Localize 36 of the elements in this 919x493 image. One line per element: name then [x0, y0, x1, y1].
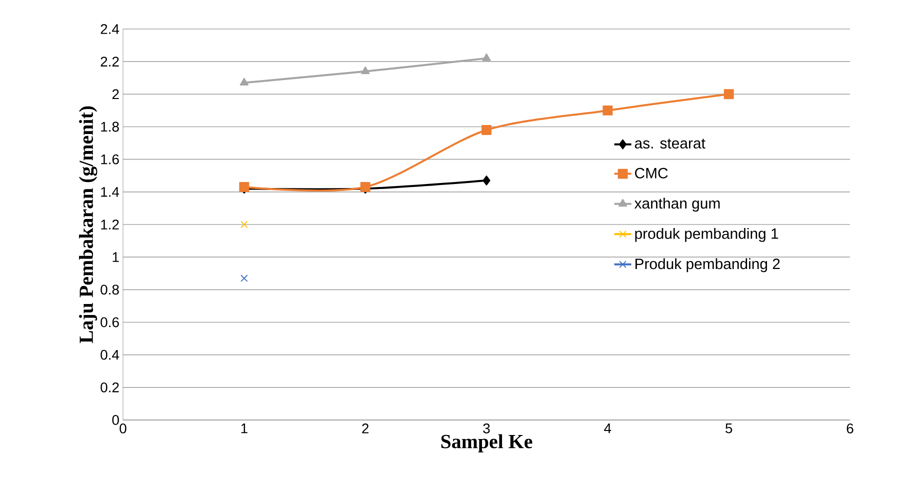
x-tick-label: 1 — [241, 424, 248, 434]
point — [240, 220, 248, 228]
point — [602, 105, 613, 116]
x-tick-label: 5 — [726, 424, 732, 434]
y-tick-label: 2 — [112, 89, 119, 100]
legend-label: as. stearat — [634, 138, 706, 149]
y-tick-label: 1 — [112, 252, 119, 262]
y-tick-label: 0.8 — [100, 284, 119, 295]
y-tick-label: 0 — [112, 415, 119, 425]
point — [360, 66, 370, 74]
x-tick-label: 6 — [846, 424, 854, 434]
point — [482, 176, 490, 186]
y-tick-label: 1.2 — [101, 220, 119, 230]
point — [482, 125, 492, 135]
point — [724, 89, 734, 100]
point — [240, 274, 248, 282]
y-tick-label: 2.2 — [100, 56, 119, 66]
y-tick-label: 1.4 — [101, 187, 120, 197]
legend-label: xanthan gum — [634, 198, 720, 212]
point — [482, 53, 491, 62]
x-tick-label: 2 — [362, 424, 369, 434]
legend-label: CMC — [635, 168, 668, 178]
x-tick-label: 0 — [120, 424, 126, 434]
y-tick-label: 0.2 — [100, 382, 119, 392]
legend-label: produk pembanding 1 — [635, 228, 778, 242]
legend-label: Produk pembanding 2 — [635, 258, 780, 272]
x-tick-label: 4 — [604, 424, 612, 434]
y-tick-label: 0.4 — [100, 350, 120, 360]
y-tick-label: 2.4 — [100, 24, 120, 34]
x-axis-title: Sampel Ke — [441, 434, 532, 452]
y-tick-label: 0.6 — [100, 317, 119, 328]
y-axis-title: Laju Pembakaran (g/menit) — [79, 106, 98, 344]
x-tick-label: 3 — [483, 424, 490, 434]
point — [240, 78, 249, 86]
y-tick-label: 1.8 — [101, 122, 119, 132]
y-tick-label: 1.6 — [101, 154, 119, 164]
